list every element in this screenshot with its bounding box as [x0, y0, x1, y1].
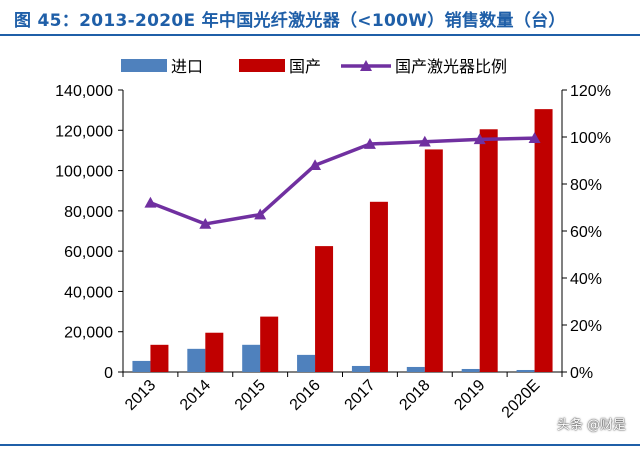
domestic-ratio-point-2016 — [309, 159, 322, 170]
legend-label-import: 进口 — [171, 58, 203, 76]
watermark: 头条 @财是 — [556, 418, 626, 433]
bar-domestic-2020E — [534, 109, 553, 372]
right-axis-tick-label: 60% — [570, 224, 602, 241]
bar-domestic-2016 — [315, 246, 334, 372]
right-axis-tick-label: 0% — [570, 365, 593, 382]
x-tick-label: 2018 — [396, 377, 433, 414]
domestic-ratio-point-2019 — [473, 133, 486, 145]
bar-import-2019 — [461, 368, 480, 372]
domestic-ratio-point-2014 — [199, 217, 212, 229]
right-axis-tick-label: 20% — [570, 318, 602, 335]
bottom-divider — [0, 444, 640, 446]
left-axis-tick-label: 100,000 — [55, 164, 113, 181]
left-axis-tick-label: 80,000 — [64, 204, 113, 221]
title-divider — [0, 34, 640, 36]
right-axis-tick-label: 120% — [570, 83, 611, 100]
bar-import-2014 — [187, 348, 206, 372]
left-axis-tick-label: 120,000 — [55, 123, 113, 140]
domestic-ratio-point-2013 — [144, 196, 157, 208]
bar-import-2017 — [351, 365, 370, 372]
x-tick-label: 2016 — [287, 377, 324, 414]
x-tick-label: 2017 — [342, 377, 379, 414]
bar-import-2018 — [406, 366, 425, 372]
bar-domestic-2015 — [260, 316, 279, 372]
left-axis-tick-label: 140,000 — [55, 83, 113, 100]
bar-domestic-2018 — [424, 149, 443, 372]
bar-domestic-2019 — [479, 129, 498, 372]
left-axis-tick-label: 60,000 — [64, 244, 113, 261]
bar-import-2016 — [297, 354, 316, 372]
x-tick-label: 2020E — [499, 377, 544, 422]
bar-import-2020E — [516, 369, 535, 372]
bar-domestic-2017 — [369, 201, 388, 372]
legend-swatch-domestic — [239, 59, 285, 72]
x-tick-label: 2019 — [451, 377, 488, 414]
right-axis-tick-label: 100% — [570, 130, 611, 147]
bar-import-2013 — [132, 360, 151, 372]
left-axis-tick-label: 0 — [104, 365, 113, 382]
legend-swatch-import — [121, 59, 167, 72]
bar-domestic-2013 — [150, 344, 169, 372]
left-axis-tick-label: 20,000 — [64, 325, 113, 342]
domestic-ratio-line — [149, 136, 535, 226]
x-tick-label: 2013 — [122, 377, 159, 414]
right-axis-tick-label: 80% — [570, 177, 602, 194]
bar-domestic-2014 — [205, 332, 224, 372]
x-tick-label: 2015 — [232, 377, 269, 414]
domestic-ratio-point-2018 — [418, 135, 431, 147]
bar-import-2015 — [242, 344, 261, 372]
left-axis-tick-label: 40,000 — [64, 284, 113, 301]
domestic-ratio-point-2020E — [528, 132, 541, 143]
legend-marker-ratio — [360, 60, 372, 71]
right-axis-tick-label: 40% — [570, 271, 602, 288]
domestic-ratio-point-2017 — [363, 138, 376, 149]
domestic-ratio-point-2015 — [254, 208, 267, 220]
x-tick-label: 2014 — [177, 377, 214, 414]
legend-label-domestic: 国产 — [289, 58, 321, 76]
figure-title: 图 45：2013-2020E 年中国光纤激光器（<100W）销售数量（台） — [14, 11, 566, 31]
legend-label-ratio: 国产激光器比例 — [395, 58, 507, 76]
